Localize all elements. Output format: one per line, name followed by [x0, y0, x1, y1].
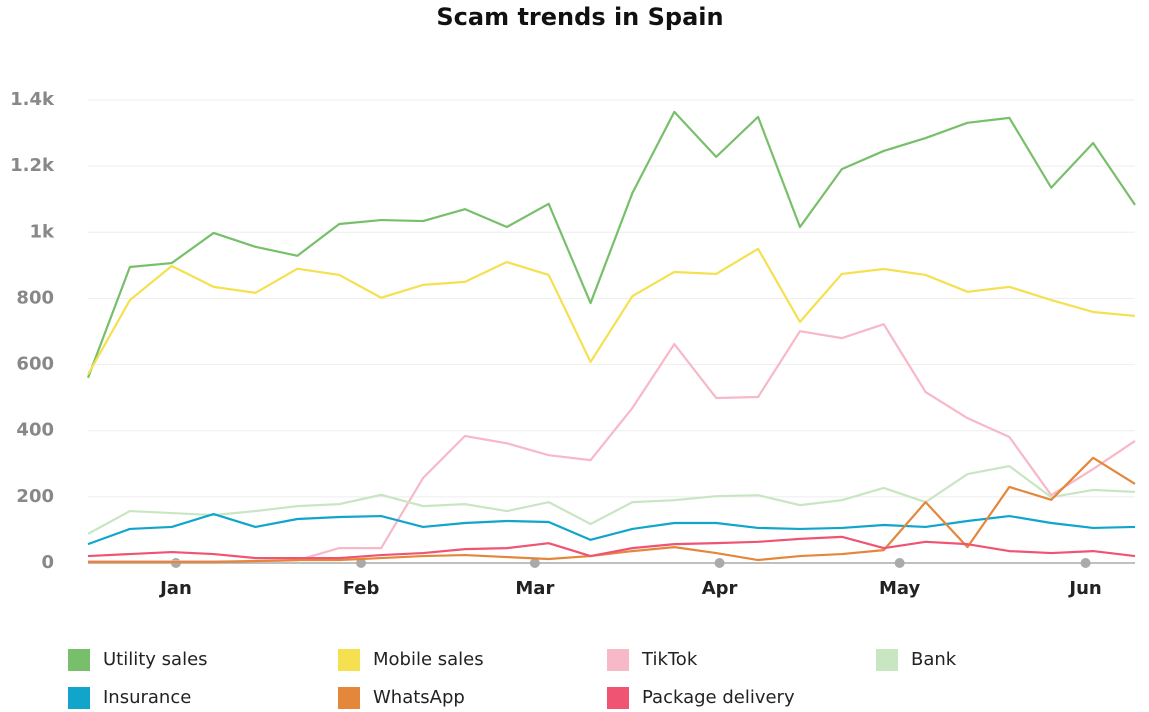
legend-swatch [876, 649, 898, 671]
legend-label: Bank [911, 649, 957, 670]
legend-label: Insurance [103, 687, 191, 708]
legend-label: Utility sales [103, 649, 208, 670]
legend-swatch [338, 687, 360, 709]
legend-label: TikTok [641, 649, 698, 670]
x-tick-label: Jan [158, 578, 192, 599]
series-line [87, 247, 1136, 376]
y-tick-label: 600 [16, 354, 54, 375]
chart-title: Scam trends in Spain [436, 3, 723, 31]
x-tick-label: Mar [515, 578, 554, 599]
y-tick-label: 1.4k [10, 89, 55, 110]
x-tick-label: Apr [702, 578, 738, 599]
series-line [88, 456, 1136, 564]
series-line [87, 535, 1136, 560]
x-tick-label: May [879, 578, 921, 599]
legend-swatch [607, 649, 629, 671]
x-tick-mark [529, 558, 540, 568]
x-tick-mark [1080, 558, 1091, 568]
x-tick-mark [894, 558, 905, 568]
y-tick-label: 200 [16, 486, 54, 507]
legend-label: Package delivery [642, 687, 795, 708]
x-tick-label: Jun [1067, 578, 1101, 599]
y-tick-label: 400 [16, 420, 54, 441]
x-tick-mark [714, 558, 725, 568]
y-tick-label: 800 [16, 287, 54, 308]
series-line [86, 110, 1136, 379]
legend-swatch [607, 687, 629, 709]
x-tick-label: Feb [343, 578, 380, 599]
series-line [87, 465, 1136, 535]
series-line [88, 323, 1136, 563]
y-tick-label: 1.2k [10, 155, 55, 176]
legend-swatch [338, 649, 360, 671]
y-tick-label: 0 [41, 552, 54, 573]
legend-swatch [68, 687, 90, 709]
legend-swatch [68, 649, 90, 671]
y-tick-label: 1k [30, 221, 56, 242]
legend-label: WhatsApp [373, 687, 465, 708]
series-line [87, 512, 1136, 546]
x-tick-mark [356, 558, 367, 568]
legend-label: Mobile sales [373, 649, 484, 670]
